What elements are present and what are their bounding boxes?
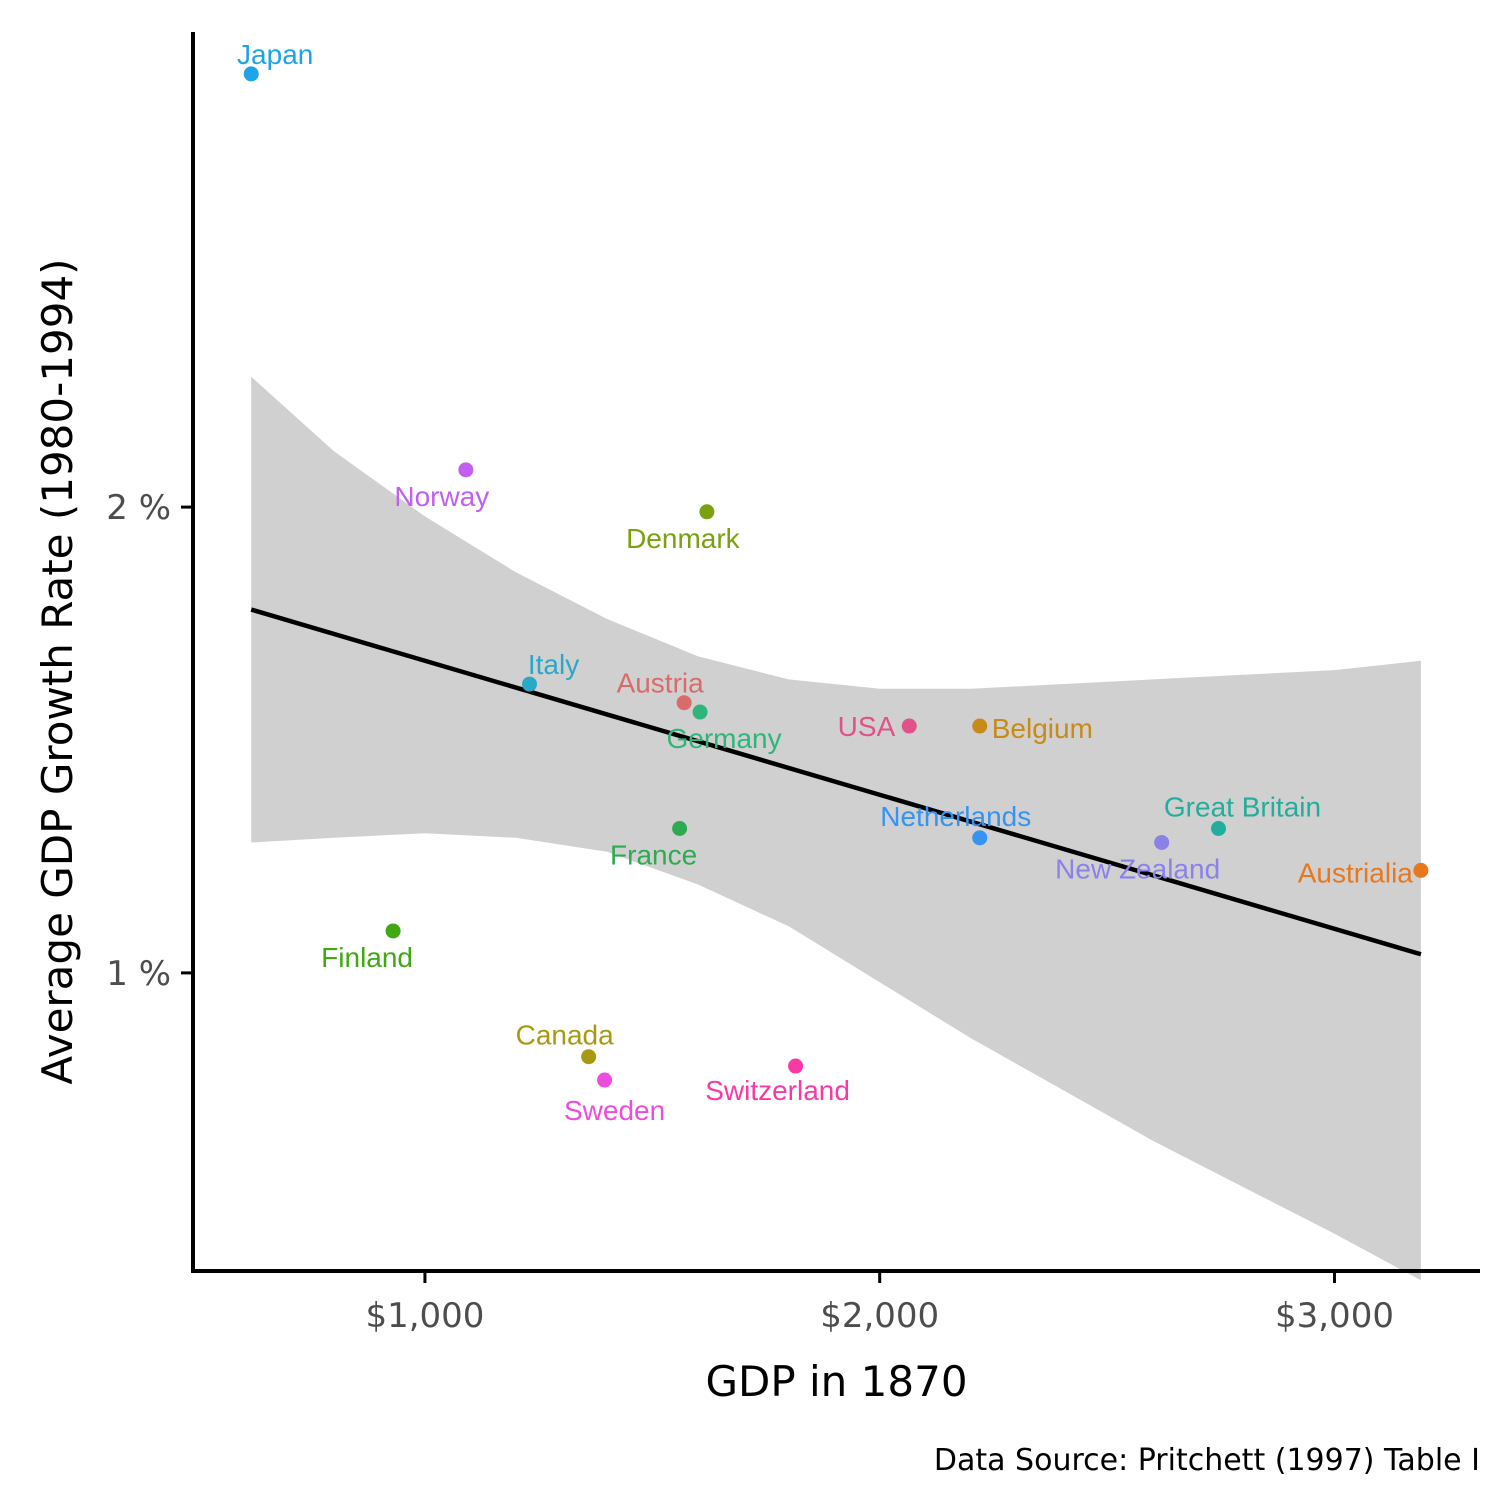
point-belgium	[972, 718, 988, 734]
point-label-finland: Finland	[321, 942, 413, 973]
axes-layer	[191, 32, 1480, 1273]
point-netherlands	[972, 830, 988, 846]
point-label-norway: Norway	[394, 481, 489, 512]
data-source-caption: Data Source: Pritchett (1997) Table I	[934, 1443, 1480, 1478]
y-tick-label: 1 %	[106, 954, 171, 994]
point-label-netherlands: Netherlands	[880, 801, 1031, 832]
point-label-austrialia: Austrialia	[1298, 857, 1414, 888]
x-tick-label: $2,000	[820, 1296, 939, 1336]
point-label-germany: Germany	[666, 723, 781, 754]
x-tick-label: $3,000	[1275, 1296, 1394, 1336]
point-label-great-britain: Great Britain	[1164, 792, 1321, 823]
point-italy	[522, 676, 538, 692]
point-label-new-zealand: New Zealand	[1055, 853, 1220, 884]
y-tick-label: 2 %	[106, 488, 171, 528]
y-axis-title: Average GDP Growth Rate (1980-1994)	[33, 258, 82, 1084]
point-switzerland	[788, 1058, 804, 1074]
x-ticks-layer: $1,000 $2,000 $3,000	[365, 1271, 1394, 1336]
confidence-band-layer	[251, 376, 1421, 1281]
point-label-japan: Japan	[237, 39, 313, 70]
point-label-sweden: Sweden	[564, 1095, 665, 1126]
point-finland	[385, 923, 401, 939]
point-austria	[676, 695, 692, 711]
point-label-usa: USA	[838, 711, 896, 742]
point-label-italy: Italy	[528, 649, 579, 680]
point-sweden	[597, 1072, 613, 1088]
point-label-france: France	[610, 840, 697, 871]
point-label-denmark: Denmark	[626, 523, 741, 554]
point-canada	[581, 1049, 597, 1065]
point-label-switzerland: Switzerland	[705, 1075, 850, 1106]
point-label-austria: Austria	[617, 668, 705, 699]
point-norway	[458, 462, 474, 478]
x-tick-label: $1,000	[365, 1296, 484, 1336]
point-usa	[901, 718, 917, 734]
confidence-band	[251, 376, 1421, 1281]
regression-line	[250, 607, 1422, 957]
points-layer	[243, 66, 1429, 1088]
point-denmark	[699, 504, 715, 520]
y-ticks-layer: 1 % 2 %	[106, 488, 193, 994]
x-axis-title: GDP in 1870	[705, 1357, 967, 1406]
point-japan	[243, 66, 259, 82]
point-label-canada: Canada	[516, 1020, 615, 1051]
point-great-britain	[1211, 821, 1227, 836]
point-austrialia	[1413, 862, 1429, 878]
point-labels-layer: Japan Norway Denmark Italy Austria Germany USA…	[237, 39, 1413, 1126]
point-germany	[692, 704, 708, 720]
fit-line-layer	[250, 607, 1422, 957]
point-france	[672, 821, 688, 836]
point-label-belgium: Belgium	[992, 713, 1093, 744]
point-new-zealand	[1154, 834, 1170, 850]
